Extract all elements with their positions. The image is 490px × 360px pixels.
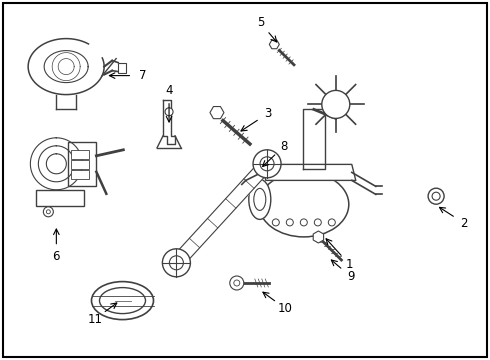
Ellipse shape [314, 219, 321, 226]
Ellipse shape [300, 219, 307, 226]
Ellipse shape [259, 172, 349, 237]
Text: 2: 2 [461, 217, 468, 230]
Text: 8: 8 [280, 140, 288, 153]
Polygon shape [171, 159, 272, 267]
Bar [36, 190, 84, 206]
Circle shape [165, 108, 173, 116]
Circle shape [170, 256, 183, 270]
Text: 9: 9 [347, 270, 354, 283]
Circle shape [428, 188, 444, 204]
Ellipse shape [92, 282, 153, 320]
Ellipse shape [272, 219, 279, 226]
Circle shape [43, 207, 53, 217]
Bar [118, 63, 126, 73]
Circle shape [432, 192, 440, 200]
Circle shape [260, 157, 274, 171]
Bar [72, 150, 89, 159]
Polygon shape [303, 109, 325, 170]
Text: 10: 10 [277, 302, 293, 315]
Circle shape [322, 90, 350, 118]
Polygon shape [262, 165, 356, 180]
Text: 1: 1 [346, 258, 353, 271]
Ellipse shape [328, 219, 335, 226]
Circle shape [47, 210, 50, 214]
Bar [68, 142, 97, 186]
Circle shape [253, 150, 281, 178]
Bar [72, 160, 89, 169]
Bar [72, 170, 89, 179]
Text: 4: 4 [165, 84, 173, 97]
Circle shape [230, 276, 244, 290]
Text: 3: 3 [265, 107, 272, 120]
Text: 5: 5 [257, 17, 264, 30]
Polygon shape [163, 100, 175, 144]
Ellipse shape [99, 288, 146, 314]
Text: 7: 7 [139, 69, 146, 82]
Ellipse shape [286, 219, 294, 226]
Text: 11: 11 [87, 312, 102, 326]
Ellipse shape [249, 179, 271, 219]
Text: 6: 6 [52, 250, 60, 263]
Circle shape [162, 249, 191, 277]
Circle shape [234, 280, 240, 286]
Ellipse shape [254, 188, 266, 210]
